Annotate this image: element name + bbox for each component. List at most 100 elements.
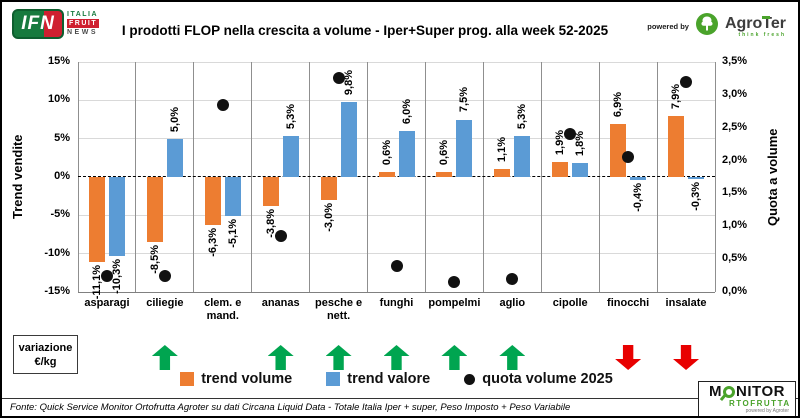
y-axis-right-tick-label: 3,5% — [722, 55, 748, 67]
y-axis-right-tick-label: 0,5% — [722, 252, 748, 265]
legend-item-trend-valore: trend valore — [326, 371, 430, 387]
category-label-finocchi: finocchi — [607, 297, 650, 309]
y-axis-left-tick-label: -5% — [50, 208, 70, 221]
bar-trend-volume-asparagi — [88, 177, 105, 263]
bar-value-label: 0,6% — [438, 140, 451, 166]
separator — [424, 62, 426, 292]
source-note: Fonte: Quick Service Monitor Ortofrutta … — [10, 402, 571, 413]
zero-line — [78, 176, 715, 177]
y-axis-right-tick-label: 2,5% — [722, 120, 748, 133]
arrow-down-finocchi — [615, 345, 642, 370]
arrow-down-insalate — [673, 345, 700, 370]
arrow-up-pompelmi — [441, 345, 468, 370]
legend: trend volume trend valore quota volume 2… — [78, 371, 715, 387]
bar-trend-volume-pesche-e-nett — [320, 177, 337, 200]
bar-trend-valore-aglio — [514, 136, 531, 177]
legend-label: quota volume 2025 — [482, 371, 613, 387]
variation-box: variazione €/kg — [13, 335, 78, 374]
bar-value-label: -3,0% — [322, 203, 335, 232]
separator — [251, 62, 253, 292]
category-label-clem-e-mand: clem. e mand. — [204, 297, 242, 322]
category-label-ananas: ananas — [261, 297, 300, 309]
bar-trend-valore-ciliegie — [166, 138, 183, 177]
bar-value-label: -8,5% — [148, 245, 161, 274]
y-axis-left-title: Trend vendite — [10, 134, 25, 220]
ifn-news-label: NEWS — [67, 29, 98, 36]
agroter-name-ter: Ter — [762, 15, 786, 32]
y-axis-left-tick-label: -15% — [44, 285, 70, 297]
category-label-aglio: aglio — [499, 297, 526, 309]
bar-trend-valore-finocchi — [630, 177, 647, 181]
category-label-cipolle: cipolle — [552, 297, 588, 309]
bar-trend-valore-pesche-e-nett — [340, 101, 357, 177]
gridline — [78, 253, 715, 255]
bar-value-label: -0,3% — [690, 182, 703, 212]
legend-label: trend valore — [347, 371, 431, 387]
bar-trend-valore-ananas — [282, 136, 299, 177]
bar-trend-valore-insalate — [688, 177, 705, 180]
dot-quota-ananas — [274, 230, 287, 243]
y-axis-left-tick-label: -10% — [44, 246, 70, 259]
chart-title: I prodotti FLOP nella crescita a volume … — [121, 23, 609, 38]
bar-trend-valore-pompelmi — [456, 119, 473, 177]
arrow-up-ananas — [267, 345, 294, 370]
variation-box-line1: variazione — [18, 341, 73, 354]
monitor-ortofrutta-logo: M NITOR RTOFRUTTA powered by Agroter — [698, 381, 796, 416]
gridline — [78, 61, 715, 63]
ifn-abbr: IFN — [21, 13, 55, 34]
monitor-powered-by: powered by Agroter — [745, 408, 789, 414]
bar-trend-volume-funghi — [378, 172, 395, 177]
category-label-funghi: funghi — [379, 297, 414, 309]
magnifier-icon — [723, 386, 736, 398]
bar-value-label: 6,9% — [612, 92, 625, 118]
arrow-up-pesche-e-nett — [325, 345, 352, 370]
separator — [598, 62, 600, 292]
bar-trend-volume-clem-e-mand — [204, 177, 221, 226]
separator — [309, 62, 311, 292]
ifn-italia-label: ITALIA — [67, 11, 99, 18]
ifn-badge: IFN — [12, 9, 64, 39]
y-axis-left-tick-label: 10% — [47, 93, 70, 106]
separator — [135, 62, 137, 292]
dot-quota-ciliegie — [158, 269, 171, 282]
footer-divider — [2, 398, 798, 399]
y-axis-left-tick-label: 15% — [47, 55, 70, 67]
agroter-tree-icon — [695, 13, 718, 40]
bar-value-label: -5,1% — [226, 219, 239, 248]
bar-trend-volume-cipolle — [552, 162, 569, 177]
bar-value-label: 5,0% — [168, 106, 181, 132]
bar-trend-volume-aglio — [494, 168, 511, 177]
agroter-tagline: think fresh — [738, 32, 786, 38]
bar-value-label: 7,9% — [670, 84, 683, 110]
bar-trend-volume-ciliegie — [146, 177, 163, 243]
y-axis-right-tick-label: 3,0% — [722, 87, 748, 100]
bar-value-label: 5,3% — [284, 104, 297, 130]
y-axis-right-tick-label: 0,0% — [722, 285, 748, 297]
separator — [656, 62, 658, 292]
arrow-up-aglio — [499, 345, 526, 370]
separator — [540, 62, 542, 292]
legend-item-trend-volume: trend volume — [180, 371, 292, 387]
separator — [482, 62, 484, 292]
x-axis-line — [78, 291, 715, 293]
dot-quota-aglio — [506, 272, 519, 285]
y-axis-left-tick-label: 5% — [54, 131, 70, 144]
bar-value-label: 7,5% — [458, 87, 471, 113]
bar-value-label: 5,3% — [516, 104, 529, 130]
bar-trend-volume-insalate — [668, 116, 685, 177]
separator — [714, 62, 716, 292]
agroter-name-agro: Agro — [724, 15, 763, 32]
monitor-m: M — [709, 383, 723, 400]
agroter-wordmark: AgroTer think fresh — [725, 15, 786, 38]
y-axis-left-tick-label: 0% — [54, 170, 70, 182]
bar-trend-volume-ananas — [262, 177, 279, 207]
y-axis-right-tick-label: 2,0% — [722, 153, 748, 166]
category-label-pesche-e-nett: pesche e nett. — [315, 297, 363, 322]
arrow-up-ciliegie — [151, 345, 178, 370]
ifn-wordmark: ITALIA FRUIT NEWS — [67, 9, 100, 36]
dot-quota-asparagi — [100, 269, 113, 282]
ifn-fruit-label: FRUIT — [67, 19, 100, 28]
dot-quota-finocchi — [622, 151, 635, 164]
